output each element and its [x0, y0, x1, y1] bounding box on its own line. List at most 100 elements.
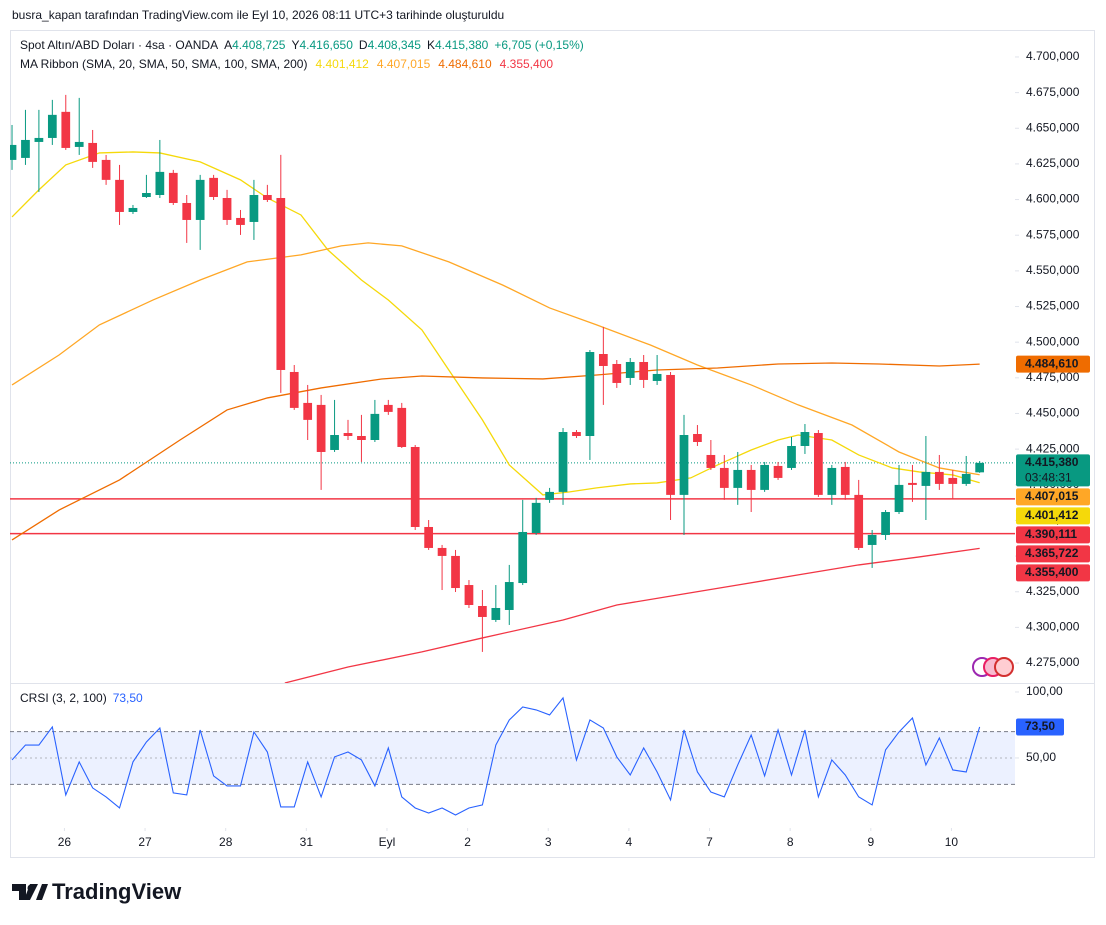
indicator-value: 4.407,015: [377, 57, 431, 71]
symbol-legend: Spot Altın/ABD Doları · 4sa · OANDA A4.40…: [20, 38, 584, 52]
crsi-pane: [10, 696, 1015, 816]
ohlc-value: 4.416,650: [300, 38, 354, 52]
candle-body: [693, 434, 702, 442]
y-tick-label: 50,00: [1026, 750, 1056, 764]
axes: 4.275,0004.300,0004.325,0004.350,0004.37…: [58, 49, 1090, 849]
price-label-box: [1016, 564, 1090, 582]
candle-body: [639, 361, 649, 380]
y-tick-label: 4.500,000: [1026, 334, 1080, 348]
candle-body: [424, 526, 434, 548]
moving-average: [11, 242, 980, 476]
candle-body: [61, 111, 71, 148]
candle-body: [706, 454, 716, 468]
logo-mark: [36, 884, 48, 900]
candle-body: [760, 464, 769, 490]
y-tick-label: 4.300,000: [1026, 620, 1080, 634]
moving-average: [284, 547, 980, 683]
ohlc-value: 4.408,725: [232, 38, 286, 52]
candle-body: [518, 531, 528, 584]
candle-body: [330, 435, 339, 450]
candle-body: [572, 432, 581, 437]
symbol-title: Spot Altın/ABD Doları · 4sa · OANDA: [20, 38, 218, 52]
y-tick-label: 4.475,000: [1026, 370, 1080, 384]
candle-body: [746, 469, 756, 490]
ohlc-value: 4.415,380: [435, 38, 489, 52]
indicator-value: 4.355,400: [500, 57, 554, 71]
candle-body: [236, 217, 245, 225]
icon[interactable]: [994, 657, 1014, 677]
candle-body: [10, 144, 17, 160]
candle-body: [921, 471, 931, 486]
candle-body: [854, 494, 864, 548]
candle-body: [491, 607, 501, 620]
logo-dot: [27, 884, 35, 892]
candle-body: [115, 179, 124, 212]
candle-body: [652, 373, 662, 381]
candle-body: [625, 361, 635, 378]
candle-body: [209, 177, 218, 197]
y-tick-label: 4.425,000: [1026, 441, 1080, 455]
candle-body: [195, 179, 205, 220]
candle-body: [948, 477, 958, 484]
candle-body: [249, 194, 259, 222]
y-tick-label: 4.650,000: [1026, 120, 1080, 134]
x-tick-label: 3: [545, 835, 552, 849]
candle-body: [222, 197, 232, 220]
y-tick-label: 4.575,000: [1026, 227, 1080, 241]
x-tick-label: 7: [706, 835, 713, 849]
ohlc-key: A: [224, 38, 232, 52]
ohlc-value: 4.408,345: [368, 38, 422, 52]
candle-body: [142, 193, 151, 197]
candle-body: [719, 467, 729, 488]
candle-body: [34, 137, 44, 142]
y-tick-label: 4.700,000: [1026, 49, 1080, 63]
x-tick-label: 28: [219, 835, 233, 849]
chart-frame: [10, 30, 1095, 858]
price-label-box: [1016, 526, 1090, 544]
candle-body: [934, 471, 944, 484]
price-label-box: [1016, 454, 1090, 487]
candle-body: [666, 374, 675, 495]
candle-body: [585, 352, 595, 437]
x-tick-label: 26: [58, 835, 72, 849]
price-label: 4.355,400: [1025, 565, 1079, 579]
y-tick-label: 4.600,000: [1026, 192, 1080, 206]
x-tick-label: 31: [300, 835, 314, 849]
y-tick-label: 4.550,000: [1026, 263, 1080, 277]
candle-body: [303, 402, 313, 420]
candle-body: [827, 467, 837, 495]
x-tick-label: 10: [945, 835, 959, 849]
countdown: 03:48:31: [1025, 471, 1072, 485]
crsi-value: 73,50: [113, 691, 143, 705]
candle-body: [316, 404, 326, 452]
price-label: 4.365,722: [1025, 546, 1079, 560]
crsi-title: CRSI (3, 2, 100): [20, 691, 107, 705]
candle-body: [773, 465, 783, 478]
indicator-value: 4.401,412: [315, 57, 369, 71]
y-tick-label: 4.325,000: [1026, 584, 1080, 598]
price-label: 73,50: [1025, 719, 1055, 733]
candle-body: [867, 534, 877, 545]
candle-body: [410, 446, 420, 527]
price-label-box: [1016, 355, 1090, 373]
y-tick-label: 4.450,000: [1026, 406, 1080, 420]
candle-body: [74, 141, 84, 147]
price-label-box: [1016, 545, 1090, 563]
candle-body: [598, 354, 608, 366]
x-tick-label: 8: [787, 835, 794, 849]
candle-body: [276, 197, 286, 370]
event-icons[interactable]: [972, 657, 1014, 677]
candle-body: [814, 433, 823, 495]
y-tick-label: 100,00: [1026, 684, 1063, 698]
candle-body: [128, 207, 138, 212]
x-tick-label: Eyl: [379, 835, 396, 849]
change: +6,705 (+0,15%): [494, 38, 583, 52]
moving-average: [11, 151, 980, 496]
candle-body: [840, 466, 850, 495]
price-label: 4.390,111: [1025, 527, 1077, 541]
candle-body: [383, 404, 393, 412]
candle-body: [343, 433, 353, 437]
candle-body: [357, 436, 366, 440]
candle-body: [21, 139, 30, 158]
candle-body: [370, 413, 380, 440]
